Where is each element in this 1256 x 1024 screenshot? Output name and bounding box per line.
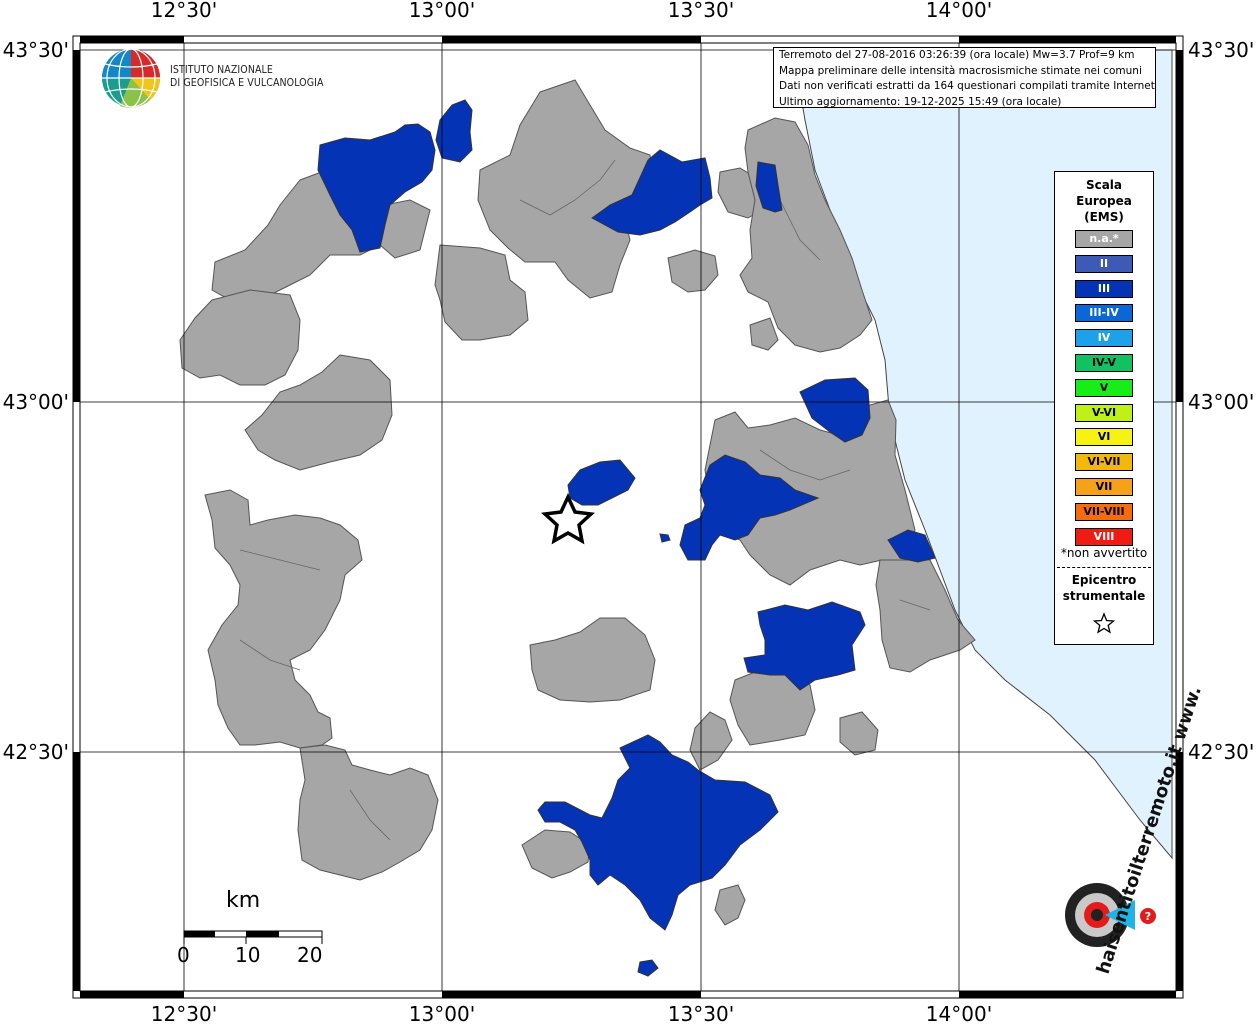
right-tick-label: 42°30' — [1188, 740, 1254, 764]
municipality-area — [244, 354, 393, 471]
legend-title: Scala Europea (EMS) — [1055, 177, 1153, 225]
municipality-area — [211, 164, 431, 301]
legend-swatch: VI-VII — [1075, 453, 1133, 472]
municipality-area — [679, 454, 820, 561]
top-tick-label: 13°30' — [668, 0, 734, 22]
intensity-iii-municipalities — [317, 99, 936, 977]
legend-swatch: IV — [1075, 329, 1133, 348]
legend-swatch: V-VI — [1075, 403, 1133, 422]
info-line-4: Ultimo aggiornamento: 19-12-2025 15:49 (… — [779, 95, 1062, 108]
legend-swatch: VIII — [1075, 527, 1133, 546]
map-frame — [72, 35, 1184, 999]
border-line — [349, 789, 391, 841]
epicenter-star-icon — [541, 492, 595, 545]
legend-title-line-1: Scala — [1085, 178, 1123, 192]
municipality-area — [743, 601, 866, 691]
municipality-area — [755, 161, 783, 213]
legend-title-line-3: (EMS) — [1084, 210, 1124, 224]
right-tick-label: 43°00' — [1188, 390, 1254, 414]
border-line — [899, 599, 931, 611]
municipality-area — [591, 149, 713, 236]
border-line — [239, 549, 321, 571]
legend-items: n.a.* II III III-IV IV IV-V V V-VI VI VI-VII VII VI… — [1075, 230, 1133, 552]
municipality-area — [317, 123, 436, 253]
legend-epicenter-line-2: strumentale — [1062, 589, 1146, 603]
municipality-area — [714, 884, 746, 926]
municipality-area — [567, 459, 636, 506]
legend-note: *non avvertito — [1060, 546, 1148, 560]
axis-labels: 12°30' 13°00' 13°30' 14°00' 12°30' 13°00… — [3, 0, 1255, 1024]
municipality-area — [887, 529, 936, 563]
border-line — [574, 159, 616, 201]
bottom-tick-label: 12°30' — [151, 1002, 217, 1024]
municipality-area — [875, 559, 976, 673]
left-tick-label: 42°30' — [3, 740, 69, 764]
municipality-area — [659, 533, 671, 543]
municipality-area — [297, 744, 439, 881]
legend-swatch: V — [1075, 378, 1133, 397]
legend-swatch: VII-VIII — [1075, 502, 1133, 521]
legend-epicenter-line-1: Epicentro — [1071, 573, 1137, 587]
border-line — [239, 639, 301, 671]
scale-tick-label: 10 — [235, 943, 261, 967]
municipality-area — [529, 617, 656, 703]
legend-swatch: IV-V — [1075, 353, 1133, 372]
info-line-1: Terremoto del 27-08-2016 03:26:39 (ora l… — [779, 49, 1135, 61]
scale-bar — [183, 930, 323, 944]
municipality-area — [637, 959, 659, 977]
municipality-area — [537, 734, 779, 931]
municipality-area — [689, 711, 733, 771]
legend-title-line-2: Europea — [1076, 194, 1132, 208]
left-tick-label: 43°30' — [3, 38, 69, 62]
municipality-area — [434, 244, 529, 341]
top-tick-label: 14°00' — [926, 0, 992, 22]
bottom-tick-label: 13°00' — [409, 1002, 475, 1024]
info-line-2: Mappa preliminare delle intensità macros… — [779, 64, 1142, 77]
bottom-tick-label: 13°30' — [668, 1002, 734, 1024]
municipality-area — [799, 377, 871, 443]
top-tick-label: 12°30' — [151, 0, 217, 22]
info-line-3: Dati non verificati estratti da 164 ques… — [779, 80, 1156, 92]
not-felt-municipalities — [179, 79, 976, 926]
ingv-logo-text: ISTITUTO NAZIONALE DI GEOFISICA E VULCAN… — [170, 64, 324, 90]
border-line — [519, 199, 576, 216]
legend-epicenter-label: Epicentro strumentale — [1055, 572, 1153, 604]
ingv-globe-icon — [102, 48, 161, 108]
municipality-area — [435, 99, 473, 163]
municipality-area — [204, 489, 363, 749]
scale-unit-label: km — [226, 888, 261, 913]
logo-line-2: DI GEOFISICA E VULCANOLOGIA — [170, 77, 324, 89]
left-tick-label: 43°00' — [3, 390, 69, 414]
haisentito-logo-icon: ? — [1065, 883, 1156, 947]
legend-swatch: VII — [1075, 477, 1133, 496]
top-tick-label: 13°00' — [409, 0, 475, 22]
municipality-area — [521, 829, 591, 879]
legend-swatch: III-IV — [1075, 304, 1133, 323]
municipality-area — [839, 711, 879, 756]
legend-star-icon — [1092, 612, 1116, 634]
right-tick-label: 43°30' — [1188, 38, 1254, 62]
municipality-area — [667, 249, 719, 293]
border-line — [779, 199, 821, 261]
municipality-area — [179, 289, 301, 386]
border-line — [759, 449, 851, 481]
municipality-area — [749, 317, 779, 351]
earthquake-info-box: Terremoto del 27-08-2016 03:26:39 (ora l… — [773, 47, 1156, 108]
logo-line-1: ISTITUTO NAZIONALE — [170, 64, 273, 76]
svg-text:?: ? — [1145, 910, 1151, 923]
municipality-borders — [239, 159, 931, 841]
legend-swatch: VI — [1075, 428, 1133, 447]
scale-tick-label: 0 — [177, 943, 190, 967]
scale-tick-label: 20 — [297, 943, 323, 967]
legend-swatch: III — [1075, 279, 1133, 298]
legend-swatch: n.a.* — [1075, 230, 1133, 248]
legend-divider — [1057, 567, 1151, 568]
municipality-area — [477, 79, 656, 299]
bottom-tick-label: 14°00' — [926, 1002, 992, 1024]
ems-legend: Scala Europea (EMS) n.a.* II III III-IV IV IV… — [1054, 171, 1154, 645]
legend-swatch: II — [1075, 254, 1133, 273]
